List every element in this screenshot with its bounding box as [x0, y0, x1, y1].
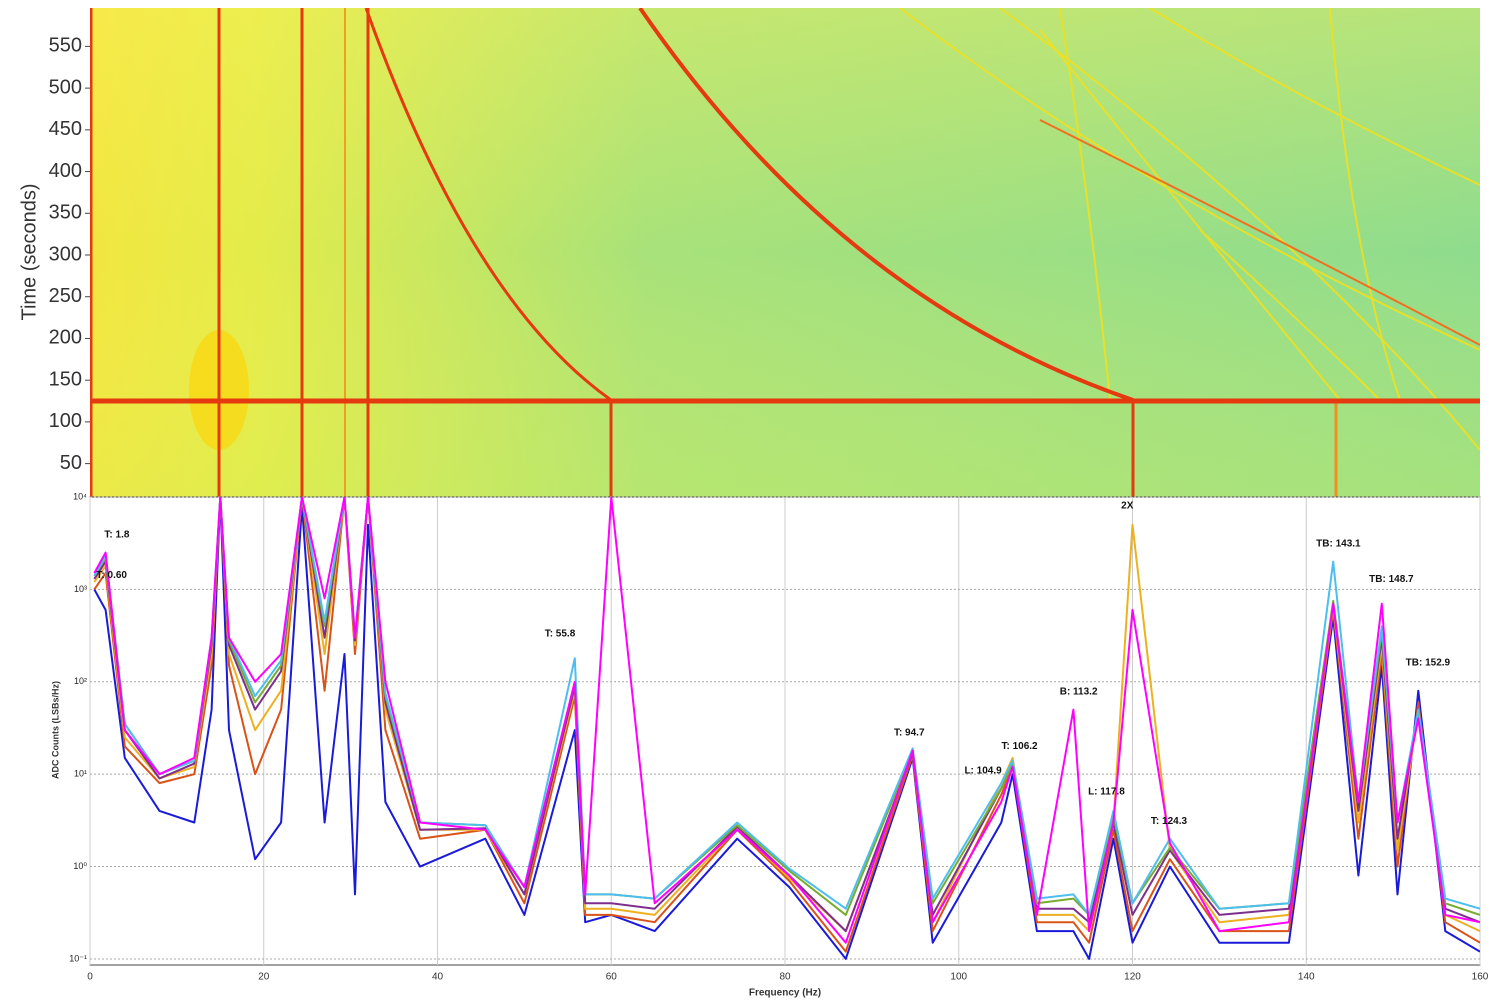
x-tick-label: 160 — [1472, 972, 1489, 983]
series-line — [93, 497, 1480, 960]
y-tick-label: 10⁰ — [73, 861, 87, 871]
annotation: T: 106.2 — [1001, 741, 1038, 752]
y-tick-label: 500 — [49, 76, 82, 98]
y-tick-label: 450 — [49, 118, 82, 140]
series-line — [93, 497, 1480, 953]
x-tick-label: 120 — [1124, 972, 1141, 983]
annotation: TB: 148.7 — [1369, 574, 1414, 585]
y-tick-label: 550 — [49, 35, 82, 57]
y-tick-label: 150 — [49, 368, 82, 390]
y-axis-title: ADC Counts (LSBs/Hz) — [50, 681, 60, 779]
x-tick-label: 20 — [258, 972, 270, 983]
series-line — [93, 497, 1480, 933]
series-line — [93, 497, 1480, 944]
faint-ridges — [899, 8, 1480, 451]
annotation: B: 113.2 — [1060, 686, 1098, 697]
y-tick-label: 300 — [49, 243, 82, 265]
y-tick-label: 10⁴ — [73, 491, 87, 501]
y-tick-label: 250 — [49, 285, 82, 307]
x-tick-label: 40 — [432, 972, 444, 983]
y-tick-label: 50 — [60, 452, 82, 474]
x-tick-label: 140 — [1298, 972, 1315, 983]
y-axis-title: Time (seconds) — [18, 183, 40, 320]
y-tick-label: 350 — [49, 202, 82, 224]
x-tick-label: 60 — [606, 972, 618, 983]
y-tick-label: 10¹ — [74, 769, 87, 779]
annotation: T: 1.8 — [104, 529, 129, 540]
lines — [93, 497, 1480, 960]
y-tick-label: 200 — [49, 327, 82, 349]
y-tick-label: 10³ — [74, 584, 87, 594]
spectrogram — [90, 8, 1480, 497]
y-tick-label: 400 — [49, 160, 82, 182]
annotation: L: 117.8 — [1088, 787, 1125, 798]
annotation: 2X — [1121, 501, 1134, 512]
y-tick-label: 10⁻¹ — [69, 953, 87, 963]
annotation: TB: 152.9 — [1406, 658, 1451, 669]
series-line — [93, 497, 1480, 933]
x-tick-label: 100 — [950, 972, 967, 983]
x-tick-label: 0 — [87, 972, 93, 983]
ridges — [90, 8, 1480, 497]
x-tick-label: 80 — [779, 972, 791, 983]
grid — [89, 496, 1481, 965]
annotation: T: 124.3 — [1151, 816, 1188, 827]
annotation: L: 104.9 — [964, 766, 1002, 777]
annotation: T: 55.8 — [545, 629, 576, 640]
annotation: T: 0.60 — [96, 570, 127, 581]
annotation: T: 94.7 — [894, 727, 925, 738]
annotation: TB: 143.1 — [1316, 539, 1361, 550]
y-tick-label: 100 — [49, 410, 82, 432]
y-tick-label: 10² — [74, 676, 87, 686]
x-axis-title: Frequency (Hz) — [749, 988, 821, 999]
spectrogram-shade — [90, 8, 1480, 497]
